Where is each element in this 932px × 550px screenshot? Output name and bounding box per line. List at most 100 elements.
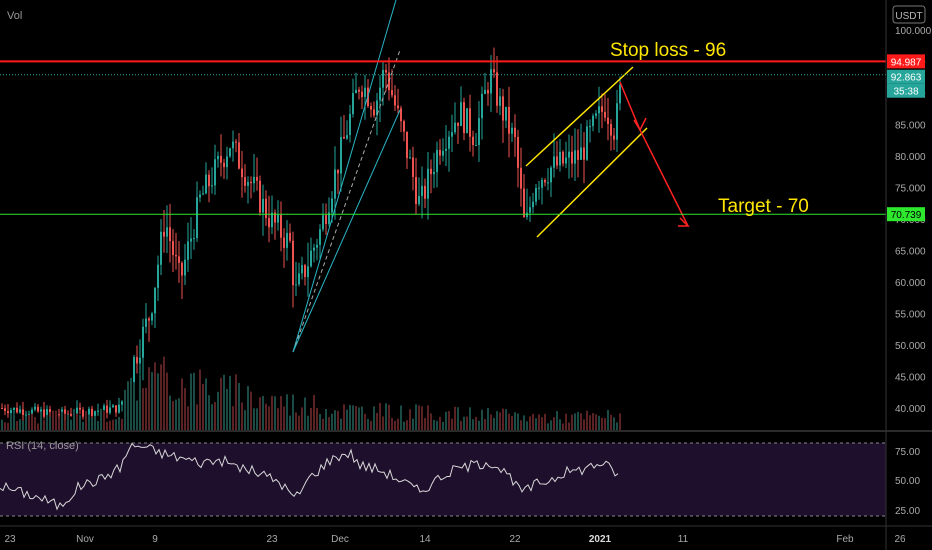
candle-body <box>610 124 612 136</box>
candle-body <box>472 136 474 146</box>
candle-body <box>235 141 237 143</box>
stop-price-tag: 94.987 <box>887 54 925 69</box>
volume-bar <box>541 417 543 430</box>
candle-body <box>94 411 96 416</box>
volume-bar <box>457 407 459 430</box>
volume-bar <box>616 422 618 430</box>
volume-bar <box>442 421 444 430</box>
candle-body <box>157 264 159 288</box>
volume-bar <box>133 384 135 430</box>
volume-bar <box>388 404 390 430</box>
candle-body <box>433 172 435 175</box>
volume-bar <box>256 408 258 430</box>
x-tick: 23 <box>266 534 278 545</box>
candle-body <box>436 149 438 173</box>
candle-body <box>37 406 39 412</box>
volume-bar <box>490 414 492 430</box>
candle-body <box>187 241 189 260</box>
candle-body <box>493 69 495 73</box>
candle-body <box>406 131 408 159</box>
currency-button[interactable] <box>892 5 926 24</box>
volume-bar <box>217 391 219 430</box>
candle-body <box>22 409 24 415</box>
volume-bar <box>424 417 426 430</box>
candle-body <box>88 408 90 415</box>
volume-bar <box>463 416 465 430</box>
y-tick: 45.000 <box>895 372 926 383</box>
candle-body <box>331 198 333 213</box>
rising-channel-lower[interactable] <box>292 109 401 353</box>
volume-bar <box>343 404 345 430</box>
volume-bar <box>49 416 51 430</box>
volume-bar <box>319 413 321 430</box>
volume-bar <box>187 406 189 430</box>
rising-channel-mid[interactable] <box>292 49 401 353</box>
volume-bar <box>43 419 45 430</box>
volume-bar <box>103 411 105 430</box>
candle-body <box>316 244 318 248</box>
volume-bar <box>190 373 192 430</box>
volume-bar <box>229 375 231 430</box>
volume-bar <box>529 416 531 430</box>
flag-channel-lower[interactable] <box>536 127 648 238</box>
candle-body <box>151 313 153 321</box>
candle-body <box>397 105 399 109</box>
candle-body <box>340 137 342 174</box>
volume-bar <box>76 413 78 430</box>
candle-body <box>205 174 207 194</box>
candle-body <box>142 326 144 358</box>
x-tick: 11 <box>678 534 689 545</box>
volume-bar <box>538 414 540 430</box>
volume-bar <box>565 413 567 430</box>
volume-bar <box>325 408 327 430</box>
volume-bar <box>400 405 402 430</box>
volume-bar <box>274 396 276 430</box>
flag-channel-upper[interactable] <box>525 66 634 167</box>
candle-body <box>391 90 393 96</box>
candle-body <box>523 188 525 217</box>
candle-body <box>145 318 147 327</box>
candle-body <box>238 142 240 169</box>
volume-bar <box>322 418 324 430</box>
candle-body <box>28 414 30 416</box>
candle-body <box>178 256 180 263</box>
candle-body <box>328 212 330 224</box>
y-tick: 40.000 <box>895 404 926 415</box>
candle-body <box>385 69 387 73</box>
candle-body <box>445 148 447 151</box>
volume-bar <box>259 397 261 430</box>
rising-channel-upper[interactable] <box>292 0 397 353</box>
volume-bar <box>295 412 297 430</box>
candle-body <box>349 114 351 136</box>
volume-bar <box>433 419 435 430</box>
volume-bar <box>178 398 180 430</box>
volume-bar <box>574 413 576 430</box>
vol-label: Vol <box>7 10 22 22</box>
target-annotation[interactable]: Target - 70 <box>718 196 809 217</box>
candle-body <box>400 108 402 122</box>
volume-bar <box>262 395 264 430</box>
volume-bar <box>349 404 351 430</box>
volume-bar <box>193 372 195 430</box>
volume-bar <box>175 399 177 430</box>
candle-body <box>382 69 384 88</box>
x-tick: Feb <box>836 534 854 545</box>
y-tick: 80.000 <box>895 152 926 163</box>
stop-loss-annotation[interactable]: Stop loss - 96 <box>610 40 726 61</box>
candle-body <box>310 250 312 267</box>
volume-bar <box>250 391 252 430</box>
volume-bar <box>469 407 471 430</box>
candle-body <box>430 168 432 175</box>
volume-bar <box>289 415 291 430</box>
candle-body <box>217 155 219 160</box>
volume-bar <box>475 416 477 430</box>
volume-bar <box>100 408 102 430</box>
candle-body <box>262 198 264 213</box>
candle-body <box>211 185 213 187</box>
time-axis: 23 Nov 9 23 Dec 14 22 2021 11 Feb 26 <box>4 534 906 545</box>
rsi-tick-75: 75.00 <box>895 447 920 458</box>
volume-bar <box>301 407 303 430</box>
candle-body <box>577 150 579 160</box>
candle-body <box>121 401 123 405</box>
